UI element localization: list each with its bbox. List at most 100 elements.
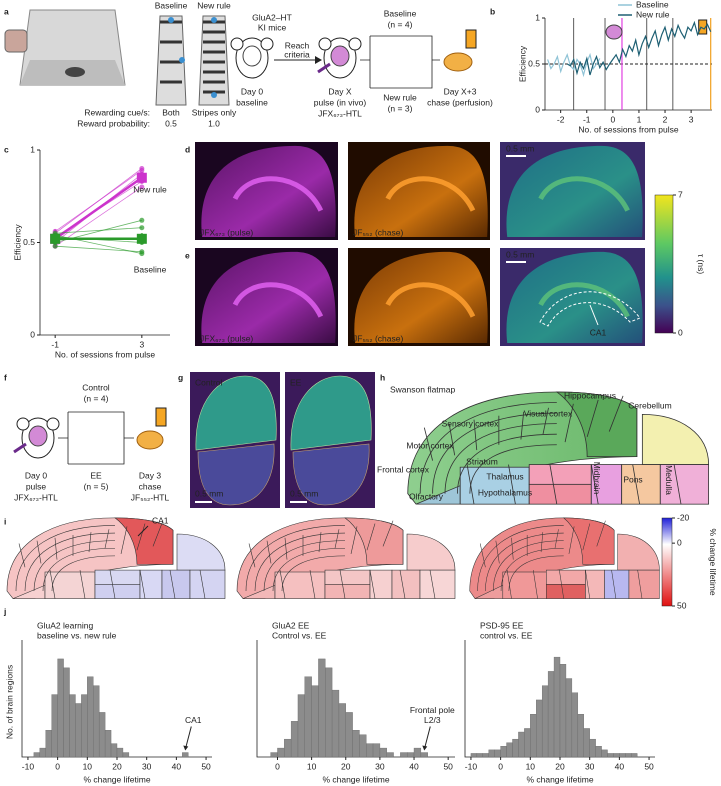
area-line — [18, 543, 26, 568]
layer-line — [272, 547, 346, 592]
hypothalamus — [324, 584, 371, 599]
bar — [45, 730, 52, 758]
annotation: L2/3 — [424, 715, 441, 725]
nucleus-line — [429, 570, 436, 599]
area-line — [582, 523, 591, 551]
legend-label: New rule — [636, 9, 670, 19]
region-label: Hippocampus — [564, 390, 616, 400]
label: (n = 4) — [388, 19, 413, 29]
histogram-title: control vs. EE — [480, 630, 533, 640]
channel-label: JF₅₅₂ (chase) — [353, 333, 403, 343]
region-label: Hypothalamus — [478, 487, 532, 497]
bar — [51, 694, 58, 758]
y-tick-label: 0 — [535, 104, 540, 114]
label: Reward probability: — [77, 118, 150, 128]
hypothalamus — [546, 584, 586, 599]
mean-line — [54, 176, 143, 240]
cerebellum — [641, 414, 710, 465]
bar — [583, 728, 590, 758]
region-label: Thalamus — [486, 471, 523, 481]
thalamus — [94, 569, 141, 585]
drop — [211, 92, 217, 98]
region-label: Striatum — [466, 456, 498, 466]
label: pulse (in vivo) — [314, 97, 367, 107]
bar — [506, 742, 513, 758]
hypothalamus — [528, 483, 592, 505]
legend-label: Baseline — [636, 0, 669, 9]
bar — [625, 753, 632, 758]
label: chase (perfusion) — [427, 97, 493, 107]
area-line — [586, 399, 599, 437]
region-label: Visual cortex — [524, 408, 573, 418]
brain — [28, 425, 48, 447]
axes — [21, 640, 212, 758]
label: (n = 4) — [84, 393, 109, 403]
pons — [391, 569, 421, 599]
x-tick-label: 0 — [275, 761, 280, 771]
label: Both — [162, 107, 180, 117]
bar — [359, 734, 367, 758]
region-label: Midbrain — [592, 462, 602, 495]
bar — [601, 749, 608, 758]
panel-letter: d — [185, 144, 190, 154]
area-line — [596, 520, 606, 547]
area-line — [136, 523, 146, 551]
area-line — [382, 520, 394, 547]
tissue — [201, 145, 336, 238]
nucleus-line — [590, 464, 599, 505]
x-tick-label: 0 — [610, 114, 615, 124]
nucleus-line — [49, 570, 56, 599]
flatmap — [6, 517, 226, 599]
bar — [589, 738, 596, 758]
label: Day 0 — [25, 470, 47, 480]
bar — [420, 752, 428, 758]
drop — [179, 57, 185, 63]
colorbar-label: τ (ns) — [696, 254, 706, 275]
y-axis-label: Efficiency — [12, 224, 22, 261]
colorbar-tick-label: 0 — [678, 327, 683, 337]
series-line — [547, 52, 601, 78]
area-line — [152, 520, 164, 547]
region-label: Cerebellum — [628, 400, 671, 410]
bar — [63, 667, 70, 758]
flatmap — [469, 517, 660, 599]
bar — [488, 749, 495, 758]
series-line — [566, 20, 712, 76]
condition-label: EE — [290, 377, 302, 387]
hippocampus — [344, 517, 404, 565]
y-tick-label: 0.5 — [528, 58, 540, 68]
nucleus-line — [532, 570, 538, 599]
label: JFX₆₇₃-HTL — [318, 108, 362, 118]
layer-line — [15, 525, 116, 592]
brain — [330, 45, 350, 67]
group-bracket — [58, 411, 134, 465]
midbrain — [139, 569, 163, 599]
nucleus-line — [369, 570, 376, 599]
panel-letter: i — [4, 516, 6, 526]
x-tick-label: 30 — [142, 761, 152, 771]
pons — [621, 464, 661, 505]
area-line — [564, 403, 574, 443]
x-tick-label: 50 — [201, 761, 211, 771]
area-line — [495, 540, 500, 564]
animal-line — [54, 170, 143, 232]
label: JFX₆₇₃-HTL — [14, 492, 58, 502]
nucleus-line — [309, 570, 316, 599]
y-tick-label: 0.5 — [23, 237, 35, 247]
bar — [345, 712, 353, 758]
label: JF₅₅₂-HTL — [131, 492, 170, 502]
bar — [277, 747, 285, 758]
bar — [500, 746, 507, 758]
scale-label: 0.5 mm — [290, 488, 318, 498]
cerebellum — [176, 533, 226, 571]
area-line — [350, 526, 358, 555]
histogram-title: GluA2 EE — [272, 620, 310, 630]
region-label: Frontal cortex — [377, 464, 430, 474]
bar — [69, 694, 76, 758]
mouse — [65, 67, 85, 77]
layer-line — [469, 444, 557, 494]
layer-line — [245, 525, 346, 592]
layer-line — [485, 532, 564, 592]
ca1-pointer — [589, 304, 599, 326]
bar — [524, 728, 531, 758]
